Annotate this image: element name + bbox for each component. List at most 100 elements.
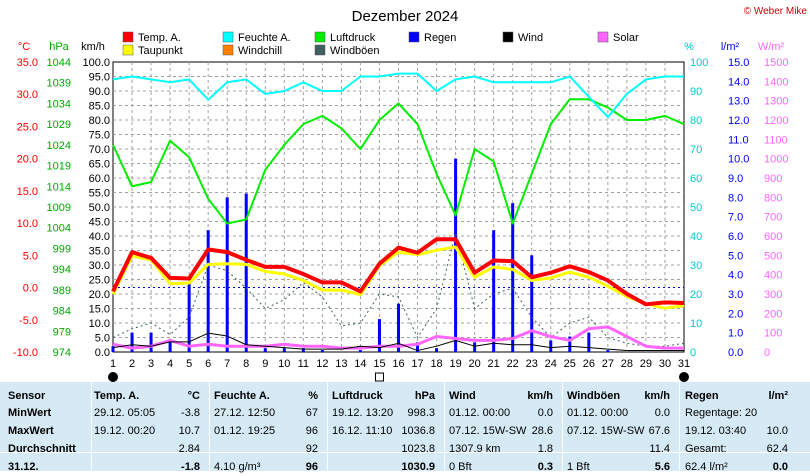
stats-cell: 10.7 <box>178 425 200 437</box>
tick-x: 25 <box>564 358 576 370</box>
stats-cell: 01.12. 19:25 <box>214 425 276 437</box>
tick-solar: 1400 <box>764 76 788 88</box>
stats-cell: 67 <box>305 407 318 419</box>
tick-wind: 0.0 <box>95 347 110 359</box>
stats-header-cell: km/h <box>527 390 553 402</box>
tick-pressure: 1039 <box>47 78 71 90</box>
tick-humidity: 80 <box>690 115 702 127</box>
tick-x: 15 <box>373 358 385 370</box>
tick-wind: 60.0 <box>89 173 110 185</box>
tick-wind: 5.0 <box>95 333 110 345</box>
stats-cell: 4.10 g/m³ <box>214 461 261 473</box>
tick-wind: 25.0 <box>89 275 110 287</box>
tick-temp: 25.0 <box>17 121 38 133</box>
stats-cell: 92 <box>305 443 318 455</box>
legend-swatch <box>122 31 134 43</box>
tick-x: 7 <box>224 358 230 370</box>
legend-label: Taupunkt <box>138 45 183 57</box>
tick-solar: 100 <box>764 328 782 340</box>
tick-rain: 2.0 <box>728 308 743 320</box>
stats-cell: 16.12. 11:10 <box>332 425 393 437</box>
stats-header-cell: °C <box>187 390 200 402</box>
tick-pressure: 1044 <box>47 57 71 69</box>
series-wind <box>112 332 684 352</box>
rain-bar <box>301 348 305 352</box>
tick-x: 22 <box>507 358 519 370</box>
stats-header-cell: hPa <box>414 390 435 402</box>
rain-bar <box>225 197 229 352</box>
stats-cell: 0.0 <box>772 461 788 473</box>
series-windb-en <box>112 232 685 347</box>
stats-cell: 29.12. 05:05 <box>94 407 156 419</box>
stats-header-cell: Regen <box>685 390 719 402</box>
legend-swatch <box>314 31 326 43</box>
table-divider <box>91 382 92 471</box>
legend-swatch <box>408 31 420 43</box>
tick-temp: 0.0 <box>23 283 38 295</box>
tick-x: 23 <box>526 358 538 370</box>
stats-row: 31.12. -1.8 4.10 g/m³ 96 1030.9 0 Bft 0.3 1 Bft… <box>0 459 810 476</box>
rain-bar <box>492 230 496 352</box>
rain-bar <box>130 332 134 352</box>
stats-cell: 5.6 <box>654 461 670 473</box>
legend-label: Feuchte A. <box>238 32 291 44</box>
tick-x: 10 <box>278 358 290 370</box>
stats-cell: 27.12. 12:50 <box>214 407 276 419</box>
tick-x: 13 <box>335 358 347 370</box>
rain-bar <box>587 332 591 352</box>
tick-x: 31 <box>678 358 690 370</box>
rain-bar <box>454 158 458 352</box>
rain-bar <box>320 350 324 352</box>
legend-label: Windchill <box>238 45 282 57</box>
rain-bar <box>149 332 153 352</box>
stats-cell: 19.12. 13:20 <box>332 407 394 419</box>
stats-header-cell: Sensor <box>8 390 46 402</box>
tick-rain: 11.0 <box>728 134 749 146</box>
tick-x: 12 <box>316 358 328 370</box>
moon-phase-icon <box>679 372 689 382</box>
tick-x: 27 <box>602 358 614 370</box>
stats-cell: Regentage: 20 <box>685 407 758 419</box>
tick-humidity: 100 <box>690 57 708 69</box>
tick-rain: 14.0 <box>728 76 749 88</box>
stats-cell: 1030.9 <box>401 461 435 473</box>
axis-label-humidity: % <box>684 41 694 53</box>
weather-chart: Dezember 2024 © Weber Mike Temp. A. Feuchte… <box>13 6 807 382</box>
tick-pressure: 979 <box>53 326 71 338</box>
tick-temp: 5.0 <box>23 250 38 262</box>
tick-pressure: 974 <box>53 347 71 359</box>
legend-label: Wind <box>518 32 543 44</box>
stats-cell: 1023.8 <box>401 443 435 455</box>
legend-label: Temp. A. <box>138 32 181 44</box>
tick-x: 18 <box>430 358 442 370</box>
axis-label-solar: W/m² <box>758 41 785 53</box>
stats-cell: 0.0 <box>537 407 553 419</box>
stats-header-cell: Feuchte A. <box>214 390 270 402</box>
legend-swatch <box>222 44 234 56</box>
tick-x: 24 <box>545 358 557 370</box>
legend-swatch <box>597 31 609 43</box>
tick-x: 17 <box>411 358 423 370</box>
tick-rain: 1.0 <box>728 328 743 340</box>
series-solar <box>112 325 684 350</box>
tick-wind: 35.0 <box>89 246 110 258</box>
tick-wind: 20.0 <box>89 289 110 301</box>
tick-solar: 800 <box>764 192 782 204</box>
axis-label-temp: °C <box>18 41 30 53</box>
rain-bar <box>168 342 172 352</box>
tick-solar: 1000 <box>764 154 788 166</box>
tick-wind: 45.0 <box>89 217 110 229</box>
series-luftdruck <box>112 98 685 225</box>
tick-rain: 0.0 <box>728 347 743 359</box>
chart-title: Dezember 2024 <box>352 8 459 25</box>
legend-label: Luftdruck <box>330 32 376 44</box>
tick-humidity: 70 <box>690 144 702 156</box>
tick-x: 6 <box>205 358 211 370</box>
tick-rain: 8.0 <box>728 192 743 204</box>
tick-pressure: 1024 <box>47 140 71 152</box>
tick-x: 3 <box>148 358 154 370</box>
stats-cell: 01.12. 00:00 <box>567 407 629 419</box>
legend-label: Solar <box>613 32 639 44</box>
tick-wind: 95.0 <box>89 72 110 84</box>
tick-wind: 50.0 <box>89 202 110 214</box>
